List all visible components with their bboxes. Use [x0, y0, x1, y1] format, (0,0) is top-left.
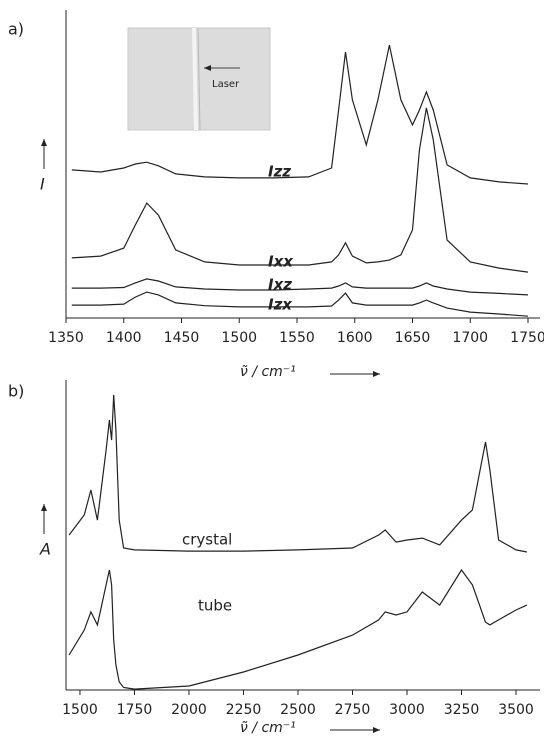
- x-tick-label: 3500: [498, 702, 534, 718]
- x-tick-label: 1400: [106, 330, 142, 346]
- x-tick-label: 1500: [62, 702, 98, 718]
- inset-label: Laser: [212, 79, 240, 90]
- x-tick-label: 2750: [335, 702, 371, 718]
- x-tick-label: 1750: [510, 330, 544, 346]
- x-tick-label: 1700: [452, 330, 488, 346]
- x-tick-label: 2000: [171, 702, 207, 718]
- x-axis-label: ν̃ / cm⁻¹: [240, 720, 296, 736]
- x-tick-label: 1600: [337, 330, 373, 346]
- x-tick-label: 1750: [117, 702, 153, 718]
- spectrum-line: [71, 107, 529, 273]
- x-tick-label: 1450: [164, 330, 200, 346]
- x-tick-label: 1550: [279, 330, 315, 346]
- panel-label: a): [8, 20, 24, 39]
- series-label: Ixz: [268, 276, 292, 294]
- inset-tube: [192, 27, 198, 131]
- series-label: tube: [198, 597, 232, 615]
- x-tick-label: 1650: [395, 330, 431, 346]
- inset-photo: Laser: [127, 27, 271, 131]
- spectrum-line: [68, 568, 528, 690]
- x-tick-label: 2250: [226, 702, 262, 718]
- x-tick-label: 1500: [221, 330, 257, 346]
- spectrum-line: [68, 394, 528, 553]
- y-axis-label: I: [40, 175, 45, 194]
- spectrum-line: [71, 44, 529, 185]
- y-axis-label: A: [39, 540, 51, 559]
- inset-tube-edge: [197, 27, 201, 131]
- x-tick-label: 3250: [444, 702, 480, 718]
- series-label: crystal: [182, 531, 232, 549]
- spectrum-line: [71, 291, 529, 317]
- x-tick-label: 2500: [280, 702, 316, 718]
- spectrum-line: [71, 278, 529, 296]
- series-label: Izx: [268, 296, 293, 314]
- x-axis-label: ν̃ / cm⁻¹: [240, 364, 296, 380]
- panel-label: b): [8, 382, 24, 401]
- series-label: Izz: [268, 163, 291, 181]
- x-tick-label: 1350: [48, 330, 84, 346]
- x-tick-label: 3000: [389, 702, 425, 718]
- series-label: Ixx: [268, 253, 294, 271]
